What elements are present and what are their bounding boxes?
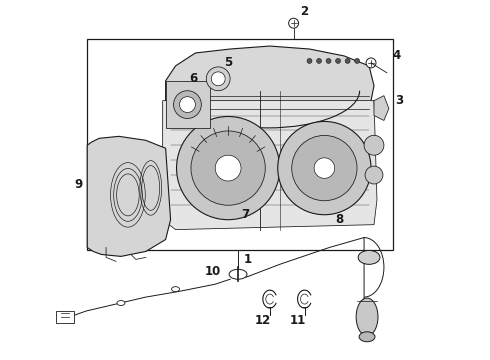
Ellipse shape	[229, 269, 247, 279]
Text: 7: 7	[241, 208, 249, 221]
Circle shape	[314, 158, 335, 178]
Polygon shape	[166, 46, 374, 148]
Polygon shape	[374, 96, 389, 121]
Circle shape	[326, 58, 331, 63]
Circle shape	[215, 155, 241, 181]
Circle shape	[179, 96, 196, 113]
Ellipse shape	[359, 332, 375, 342]
Text: 12: 12	[255, 314, 271, 327]
Ellipse shape	[117, 301, 125, 306]
Circle shape	[317, 58, 321, 63]
Circle shape	[366, 58, 376, 68]
Bar	[87, 39, 393, 251]
Circle shape	[292, 135, 357, 201]
Text: 4: 4	[392, 49, 401, 63]
Circle shape	[336, 58, 341, 63]
Circle shape	[176, 117, 280, 220]
Bar	[166, 81, 210, 129]
Circle shape	[278, 121, 371, 215]
Circle shape	[345, 58, 350, 63]
Text: 1: 1	[244, 253, 252, 266]
Text: 10: 10	[205, 265, 221, 278]
Circle shape	[307, 58, 312, 63]
Circle shape	[191, 131, 265, 205]
Text: 9: 9	[74, 179, 82, 192]
Polygon shape	[87, 136, 171, 256]
Text: 8: 8	[335, 213, 343, 226]
Ellipse shape	[356, 298, 378, 336]
Circle shape	[365, 166, 383, 184]
Ellipse shape	[172, 287, 179, 292]
Circle shape	[289, 18, 298, 28]
Polygon shape	[163, 100, 377, 230]
Text: 11: 11	[290, 314, 306, 327]
Circle shape	[364, 135, 384, 155]
Circle shape	[355, 58, 360, 63]
Text: 3: 3	[395, 94, 403, 107]
Text: 5: 5	[224, 57, 232, 69]
Ellipse shape	[358, 251, 380, 264]
Circle shape	[206, 67, 230, 91]
Circle shape	[211, 72, 225, 86]
Circle shape	[173, 91, 201, 118]
Text: 2: 2	[300, 5, 309, 18]
Text: 6: 6	[189, 72, 197, 85]
Bar	[56, 311, 74, 323]
